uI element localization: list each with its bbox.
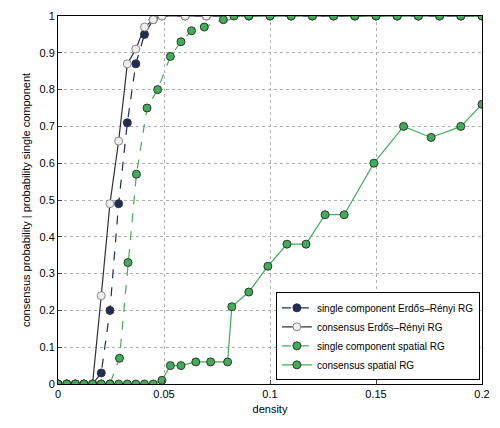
svg-text:0.6: 0.6 bbox=[40, 157, 55, 169]
svg-text:0: 0 bbox=[55, 388, 61, 400]
svg-text:0.3: 0.3 bbox=[40, 267, 55, 279]
svg-text:0.1: 0.1 bbox=[40, 341, 55, 353]
svg-text:single component spatial RG: single component spatial RG bbox=[317, 341, 445, 352]
svg-text:0.5: 0.5 bbox=[40, 194, 55, 206]
svg-text:consensus spatial RG: consensus spatial RG bbox=[317, 360, 414, 371]
svg-text:0.7: 0.7 bbox=[40, 120, 55, 132]
svg-text:0.4: 0.4 bbox=[40, 231, 55, 243]
svg-text:0: 0 bbox=[49, 378, 55, 390]
svg-text:0.15: 0.15 bbox=[365, 388, 386, 400]
svg-text:consensus probability | probab: consensus probability | probability sing… bbox=[20, 73, 32, 327]
svg-text:0.9: 0.9 bbox=[40, 47, 55, 59]
svg-text:density: density bbox=[253, 403, 288, 415]
svg-text:0.2: 0.2 bbox=[474, 388, 489, 400]
svg-text:0.05: 0.05 bbox=[153, 388, 174, 400]
svg-text:1: 1 bbox=[49, 10, 55, 22]
svg-text:0.1: 0.1 bbox=[262, 388, 277, 400]
svg-text:0.2: 0.2 bbox=[40, 304, 55, 316]
svg-text:0.8: 0.8 bbox=[40, 83, 55, 95]
svg-text:single component Erdős–Rényi R: single component Erdős–Rényi RG bbox=[317, 303, 473, 314]
svg-text:consensus Erdős–Rényi RG: consensus Erdős–Rényi RG bbox=[317, 322, 443, 333]
